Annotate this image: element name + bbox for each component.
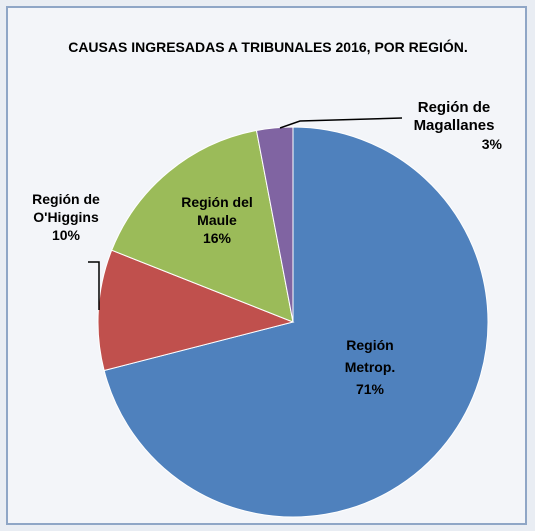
- category-label: Región de Magallanes: [413, 99, 495, 134]
- leader-line: [279, 117, 403, 129]
- slice-label: Región de O'Higgins 10%: [18, 190, 114, 244]
- pie-slice: [255, 126, 294, 323]
- category-label: Región Metrop.: [344, 337, 396, 375]
- value-label: 3%: [481, 136, 502, 152]
- value-label: 71%: [355, 381, 385, 397]
- value-label: 16%: [202, 230, 232, 246]
- leader-line: [88, 261, 100, 310]
- slice-label: Región del Maule 16%: [172, 193, 262, 247]
- pie-slice: [111, 129, 294, 323]
- chart-title: CAUSAS INGRESADAS A TRIBUNALES 2016, POR…: [68, 39, 468, 55]
- category-label: Región del Maule: [181, 194, 253, 228]
- value-label: 10%: [51, 227, 81, 243]
- slice-label: Región de Magallanes 3%: [402, 99, 506, 153]
- pie-slice: [103, 126, 489, 518]
- category-label: Región de O'Higgins: [32, 191, 100, 225]
- slice-label: Región Metrop. 71%: [330, 334, 410, 400]
